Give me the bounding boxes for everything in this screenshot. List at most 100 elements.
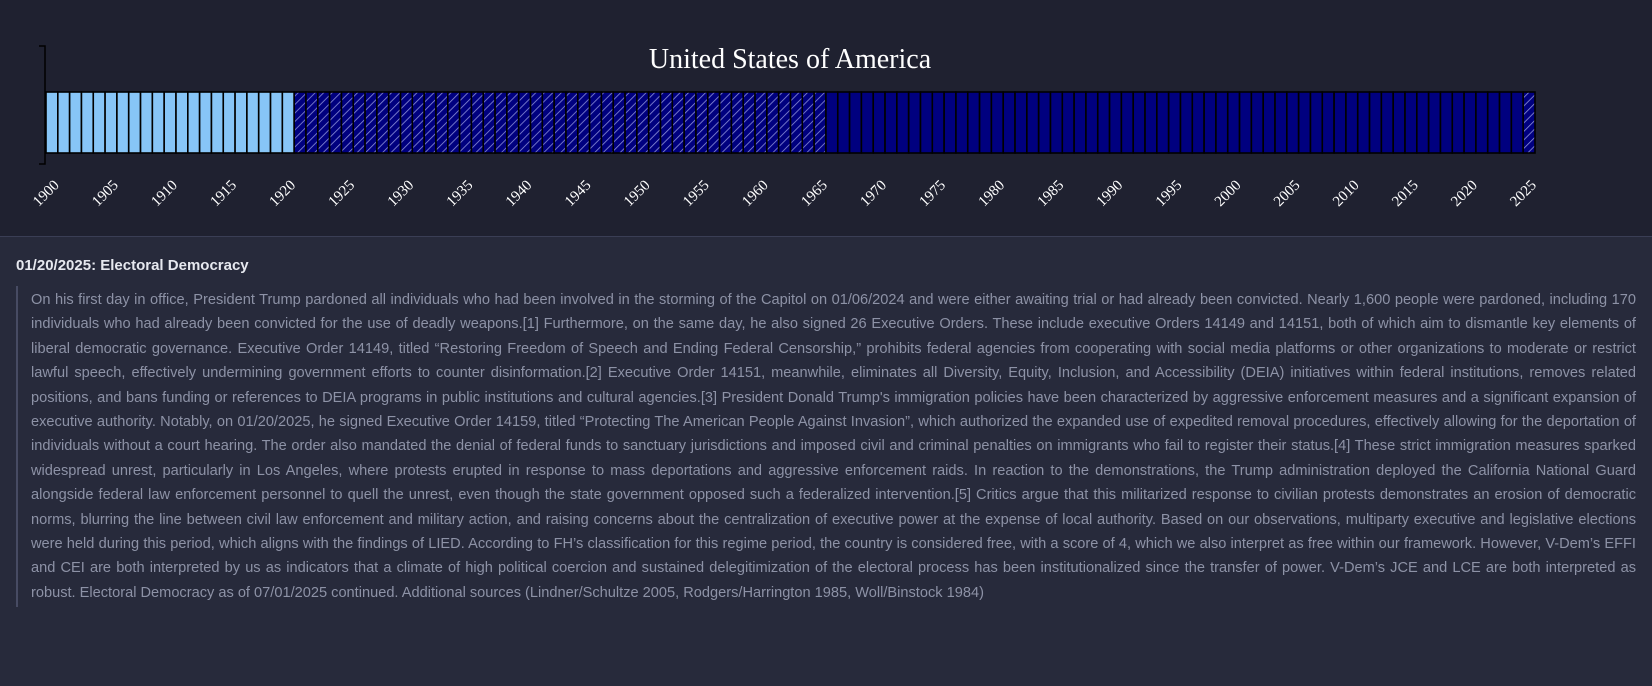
year-bar-1987[interactable]: [1073, 91, 1087, 154]
year-bar-1910[interactable]: [163, 91, 177, 154]
year-bar-1922[interactable]: [305, 91, 319, 154]
year-bar-2005[interactable]: [1286, 91, 1300, 154]
year-bar-1938[interactable]: [494, 91, 508, 154]
year-bar-1972[interactable]: [896, 91, 910, 154]
year-bar-1977[interactable]: [955, 91, 969, 154]
year-bar-1944[interactable]: [565, 91, 579, 154]
year-bar-2002[interactable]: [1250, 91, 1264, 154]
year-bar-2006[interactable]: [1297, 91, 1312, 154]
year-bar-1969[interactable]: [860, 91, 875, 154]
year-bar-1927[interactable]: [364, 91, 378, 154]
year-bar-1994[interactable]: [1156, 91, 1170, 154]
year-bar-2020[interactable]: [1463, 91, 1477, 154]
year-bar-1989[interactable]: [1096, 91, 1111, 154]
year-bar-1954[interactable]: [683, 91, 697, 154]
year-bar-1919[interactable]: [269, 91, 284, 154]
year-bar-1915[interactable]: [222, 91, 236, 154]
year-bar-2024[interactable]: [1510, 91, 1524, 154]
year-bar-1931[interactable]: [411, 91, 425, 154]
year-bar-2018[interactable]: [1439, 91, 1454, 154]
year-bar-2019[interactable]: [1451, 91, 1465, 154]
year-bar-1942[interactable]: [541, 91, 555, 154]
year-bar-1952[interactable]: [659, 91, 674, 154]
year-bar-1918[interactable]: [257, 91, 272, 154]
year-bar-2001[interactable]: [1238, 91, 1253, 154]
year-bar-1966[interactable]: [825, 91, 839, 154]
year-bar-1936[interactable]: [470, 91, 485, 154]
year-bar-1970[interactable]: [872, 91, 886, 154]
year-bar-1941[interactable]: [529, 91, 544, 154]
year-bar-2010[interactable]: [1345, 91, 1359, 154]
year-bar-2007[interactable]: [1309, 91, 1324, 154]
year-bar-1976[interactable]: [943, 91, 957, 154]
year-bar-2023[interactable]: [1498, 91, 1513, 154]
year-bar-1916[interactable]: [234, 91, 248, 154]
year-bar-1925[interactable]: [340, 91, 355, 154]
year-bar-1999[interactable]: [1215, 91, 1229, 154]
year-bar-1992[interactable]: [1132, 91, 1146, 154]
year-bar-2017[interactable]: [1427, 91, 1442, 154]
year-bar-1928[interactable]: [376, 91, 390, 154]
year-bar-2014[interactable]: [1392, 91, 1406, 154]
year-bar-1935[interactable]: [458, 91, 473, 154]
year-bar-1926[interactable]: [352, 91, 366, 154]
year-bar-1902[interactable]: [68, 91, 83, 154]
year-bar-1979[interactable]: [978, 91, 993, 154]
year-bar-1939[interactable]: [506, 91, 520, 154]
year-bar-1965[interactable]: [813, 91, 827, 154]
year-bar-1981[interactable]: [1002, 91, 1016, 154]
year-bar-1912[interactable]: [187, 91, 201, 154]
year-bar-1937[interactable]: [482, 91, 496, 154]
year-bar-1974[interactable]: [919, 91, 934, 154]
year-bar-1997[interactable]: [1191, 91, 1205, 154]
year-bar-1920[interactable]: [281, 91, 295, 154]
year-bar-1980[interactable]: [990, 91, 1005, 154]
year-bar-1984[interactable]: [1037, 91, 1052, 154]
year-bar-1993[interactable]: [1144, 91, 1158, 154]
year-bar-1911[interactable]: [175, 91, 189, 154]
year-bar-2013[interactable]: [1380, 91, 1394, 154]
year-bar-1960[interactable]: [754, 91, 768, 154]
year-bar-1907[interactable]: [127, 91, 142, 154]
year-bar-1971[interactable]: [884, 91, 898, 154]
year-bar-1964[interactable]: [801, 91, 815, 154]
year-bar-1958[interactable]: [730, 91, 745, 154]
year-bar-1934[interactable]: [446, 91, 461, 154]
year-bar-1990[interactable]: [1108, 91, 1123, 154]
year-bar-1975[interactable]: [931, 91, 945, 154]
year-bar-2021[interactable]: [1475, 91, 1489, 154]
year-bar-1982[interactable]: [1014, 91, 1028, 154]
year-bar-1962[interactable]: [777, 91, 792, 154]
year-bar-1950[interactable]: [636, 91, 650, 154]
year-bar-1959[interactable]: [742, 91, 756, 154]
year-bar-1914[interactable]: [210, 91, 225, 154]
year-bar-1940[interactable]: [517, 91, 532, 154]
year-bar-1956[interactable]: [706, 91, 721, 154]
year-bar-2004[interactable]: [1274, 91, 1288, 154]
year-bar-1983[interactable]: [1026, 91, 1040, 154]
year-bar-1903[interactable]: [80, 91, 95, 154]
year-bar-1967[interactable]: [836, 91, 851, 154]
year-bar-1951[interactable]: [647, 91, 662, 154]
year-bar-1924[interactable]: [328, 91, 343, 154]
year-bar-1904[interactable]: [92, 91, 106, 154]
year-bar-1917[interactable]: [246, 91, 260, 154]
year-bar-1985[interactable]: [1049, 91, 1064, 154]
year-bar-1948[interactable]: [612, 91, 626, 154]
year-bar-1978[interactable]: [966, 91, 981, 154]
year-bar-2012[interactable]: [1368, 91, 1383, 154]
year-bar-1949[interactable]: [624, 91, 638, 154]
year-bar-2011[interactable]: [1356, 91, 1371, 154]
year-bar-2025[interactable]: [1522, 91, 1536, 154]
year-bar-1973[interactable]: [907, 91, 922, 154]
year-bar-1933[interactable]: [435, 91, 449, 154]
year-bar-2003[interactable]: [1262, 91, 1276, 154]
year-bar-1991[interactable]: [1120, 91, 1135, 154]
year-bar-1913[interactable]: [198, 91, 213, 154]
year-bar-1996[interactable]: [1179, 91, 1194, 154]
year-bar-1932[interactable]: [423, 91, 437, 154]
year-bar-2022[interactable]: [1486, 91, 1501, 154]
year-bar-1945[interactable]: [576, 91, 591, 154]
year-bar-1955[interactable]: [695, 91, 709, 154]
year-bar-1961[interactable]: [766, 91, 780, 154]
